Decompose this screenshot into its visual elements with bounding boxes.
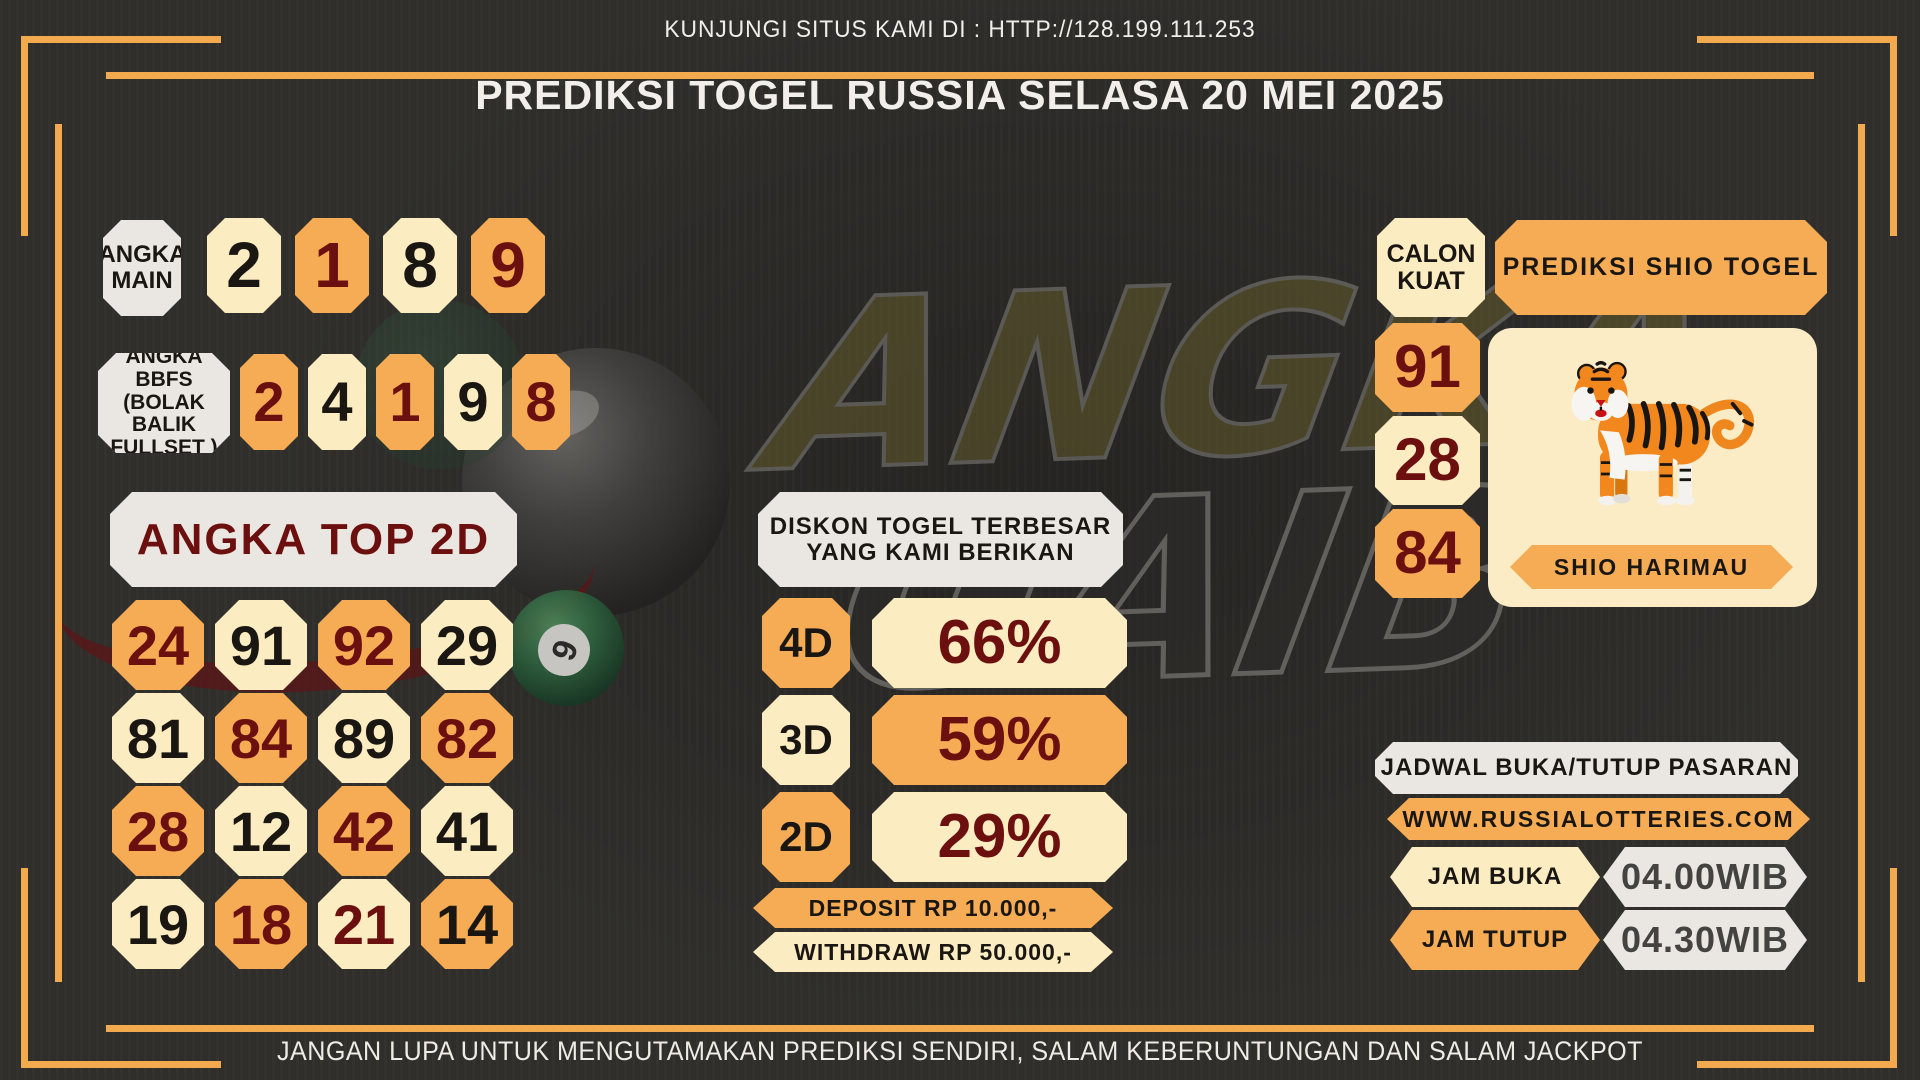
top2d-cell: 42 (318, 786, 410, 876)
frame-line (1890, 36, 1897, 236)
jam-buka-value: 04.00WIB (1603, 847, 1807, 907)
top2d-cell: 18 (215, 879, 307, 969)
jam-tutup-label: JAM TUTUP (1390, 910, 1600, 970)
top2d-cell: 81 (112, 693, 204, 783)
frame-line (1697, 1061, 1897, 1068)
angka-bbfs-digit: 2 (240, 354, 298, 450)
angka-top2d-grid: 24 91 92 29 81 84 89 82 28 12 42 41 19 1… (112, 600, 513, 969)
top2d-cell: 19 (112, 879, 204, 969)
angka-top2d-header: ANGKA TOP 2D (110, 492, 517, 587)
frame-line (106, 1025, 1814, 1032)
diskon-row-value: 66% (872, 598, 1127, 688)
tiger-illustration (1545, 345, 1763, 535)
top2d-cell: 84 (215, 693, 307, 783)
top2d-cell: 28 (112, 786, 204, 876)
billiard-6ball-watermark: 6 (508, 590, 624, 706)
diskon-row-label: 3D (762, 695, 850, 785)
angka-bbfs-label-line: FULLSET ) (110, 436, 218, 460)
angka-bbfs-label-line: ANGKA BBFS (125, 345, 203, 391)
diskon-row-value: 59% (872, 695, 1127, 785)
calon-kuat-number: 91 (1375, 323, 1480, 412)
angka-bbfs-digit: 4 (308, 354, 366, 450)
frame-line (21, 1061, 221, 1068)
angka-main-digit: 9 (471, 218, 545, 313)
angka-main-digit: 2 (207, 218, 281, 313)
frame-line (1697, 36, 1897, 43)
calon-kuat-number: 84 (1375, 509, 1480, 598)
billiard-6ball-number: 6 (530, 616, 598, 684)
top2d-cell: 14 (421, 879, 513, 969)
top2d-cell: 24 (112, 600, 204, 690)
site-url-note[interactable]: KUNJUNGI SITUS KAMI DI : HTTP://128.199.… (664, 16, 1256, 43)
top2d-cell: 12 (215, 786, 307, 876)
shio-animal-banner: SHIO HARIMAU (1510, 545, 1793, 589)
top2d-cell: 29 (421, 600, 513, 690)
angka-main-label: ANGKA MAIN (103, 220, 181, 316)
frame-line (106, 72, 1814, 79)
footer-note: JANGAN LUPA UNTUK MENGUTAMAKAN PREDIKSI … (277, 1036, 1643, 1066)
website-banner[interactable]: WWW.RUSSIALOTTERIES.COM (1387, 798, 1810, 840)
diskon-row-label: 2D (762, 792, 850, 882)
frame-line (21, 36, 28, 236)
top2d-cell: 91 (215, 600, 307, 690)
calon-kuat-label: CALON KUAT (1377, 218, 1485, 317)
angka-bbfs-digit: 8 (512, 354, 570, 450)
calon-kuat-number: 28 (1375, 416, 1480, 505)
frame-line (21, 36, 221, 43)
top2d-cell: 89 (318, 693, 410, 783)
frame-line (55, 124, 62, 982)
top2d-cell: 92 (318, 600, 410, 690)
angka-bbfs-label: ANGKA BBFS (BOLAK BALIK FULLSET ) (98, 353, 230, 453)
jam-tutup-value: 04.30WIB (1603, 910, 1807, 970)
jam-buka-label: JAM BUKA (1390, 847, 1600, 907)
page-title: PREDIKSI TOGEL RUSSIA SELASA 20 MEI 2025 (475, 72, 1445, 118)
diskon-header-line: DISKON TOGEL TERBESAR (769, 512, 1112, 540)
frame-line (1858, 124, 1865, 982)
top2d-cell: 21 (318, 879, 410, 969)
diskon-row-label: 4D (762, 598, 850, 688)
withdraw-banner: WITHDRAW RP 50.000,- (753, 932, 1113, 972)
shio-header: PREDIKSI SHIO TOGEL (1495, 220, 1827, 315)
deposit-banner: DEPOSIT RP 10.000,- (753, 888, 1113, 928)
diskon-row-value: 29% (872, 792, 1127, 882)
diskon-header: DISKON TOGEL TERBESAR YANG KAMI BERIKAN (758, 492, 1123, 587)
jadwal-header: JADWAL BUKA/TUTUP PASARAN (1375, 742, 1798, 794)
angka-main-digit: 8 (383, 218, 457, 313)
frame-line (1890, 868, 1897, 1068)
diskon-header-line: YANG KAMI BERIKAN (806, 538, 1075, 566)
angka-bbfs-digit: 9 (444, 354, 502, 450)
angka-main-digit: 1 (295, 218, 369, 313)
frame-line (21, 868, 28, 1068)
angka-bbfs-label-line: (BOLAK BALIK (123, 390, 205, 437)
top2d-cell: 41 (421, 786, 513, 876)
top2d-cell: 82 (421, 693, 513, 783)
angka-bbfs-digit: 1 (376, 354, 434, 450)
